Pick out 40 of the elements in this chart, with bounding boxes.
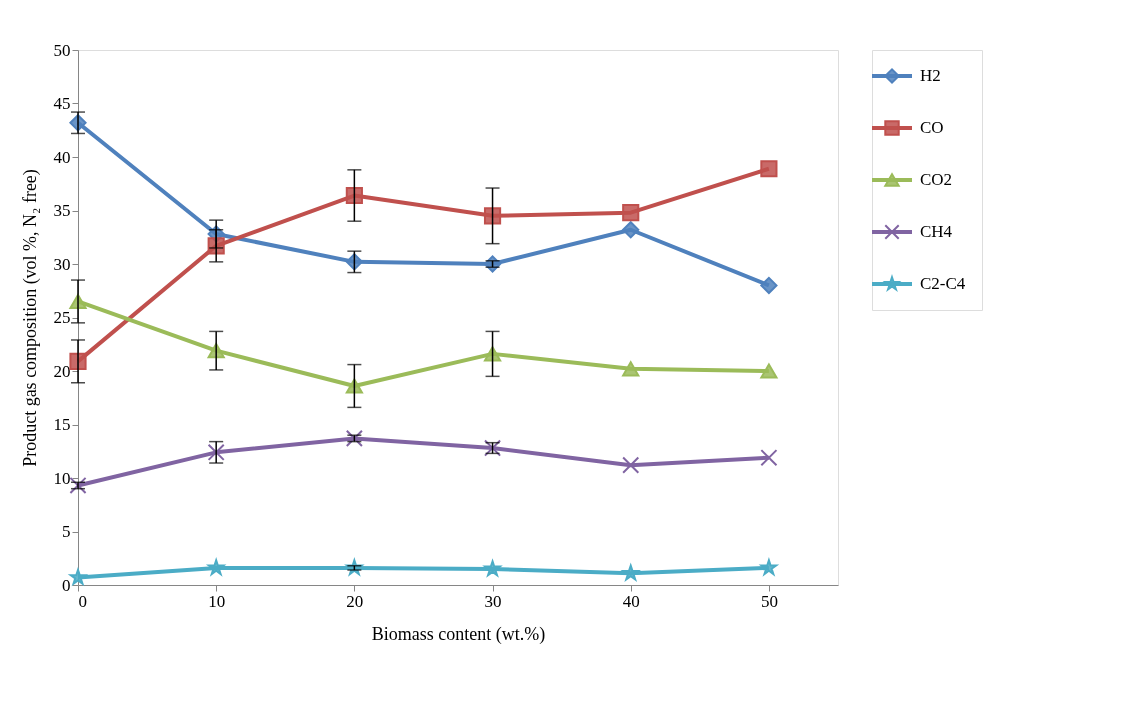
legend-label: H2 [920,66,941,85]
point [622,204,640,222]
legend-label: CO [920,118,944,137]
point [760,276,778,294]
y-tick-label: 10 [53,468,71,488]
x-tick-label: 40 [622,591,640,611]
x-tick-label: 10 [208,591,226,611]
x-tick-label: 20 [346,591,364,611]
x-tick-label: 30 [484,591,502,611]
legend-label: CH4 [920,222,953,241]
x-tick-label: 0 [78,591,87,611]
y-tick-label: 35 [53,201,71,220]
point [758,557,779,577]
point [620,562,641,582]
y-tick-label: 20 [53,361,71,381]
point [345,186,363,205]
y-tick-label: 50 [53,40,71,60]
x-axis-title: Biomass content (wt.%) [371,623,546,645]
point [760,363,778,379]
x-tick-label: 50 [760,591,778,611]
y-tick-label: 15 [53,415,71,434]
y-tick-label: 45 [53,94,71,113]
y-tick-label: 5 [62,522,71,541]
y-tick-label: 0 [62,575,71,595]
legend-label: C2-C4 [920,274,966,293]
point [483,207,502,225]
point [622,361,640,377]
point [622,456,640,474]
legend-label: CO2 [920,170,953,189]
point [345,429,363,447]
point [622,221,640,239]
y-tick-label: 25 [53,308,71,327]
point [760,449,778,467]
y-tick-label: 30 [53,254,71,274]
y-tick-label: 40 [53,147,71,167]
y-axis-title: Product gas composition (vol %, N₂ free) [19,169,41,467]
point [206,557,227,577]
point [69,568,87,585]
point [69,476,87,495]
point [760,160,778,178]
